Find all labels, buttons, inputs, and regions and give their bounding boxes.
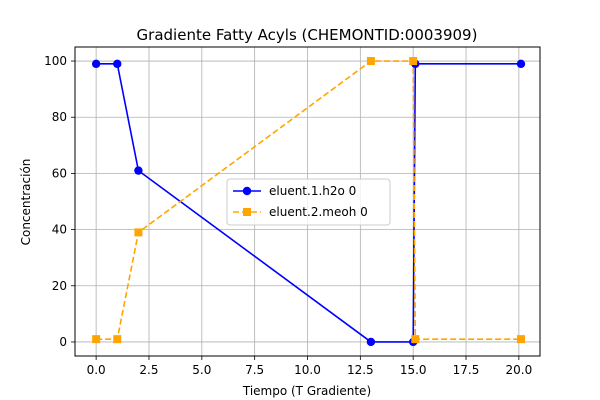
x-axis-label: Tiempo (T Gradiente) (242, 384, 371, 398)
data-point (134, 166, 143, 175)
chart-title: Gradiente Fatty Acyls (CHEMONTID:0003909… (137, 26, 478, 44)
legend-label: eluent.2.meoh 0 (269, 205, 368, 219)
x-tick-label: 10.0 (294, 363, 321, 377)
data-point (516, 335, 525, 344)
data-point (516, 59, 526, 69)
y-axis-label: Concentración (19, 159, 33, 246)
data-point (366, 57, 375, 66)
data-point (134, 228, 143, 237)
legend-box (226, 178, 391, 226)
x-tick-label: 5.0 (192, 363, 211, 377)
x-tick-label: 7.5 (245, 363, 264, 377)
data-point (366, 337, 376, 347)
y-tick-label: 60 (52, 166, 67, 180)
data-point (91, 59, 101, 69)
legend-marker (243, 208, 251, 216)
x-tick-label: 0.0 (87, 363, 106, 377)
series-2 (92, 57, 525, 344)
axis-ticks: 0.0 2.5 5.0 7.5 10.0 12.5 15.0 17.5 20.0 0 20 40 60 8… (44, 54, 532, 377)
x-tick-label: 17.5 (453, 363, 480, 377)
data-point (113, 59, 122, 69)
y-tick-label: 0 (59, 335, 67, 349)
data-point (92, 335, 101, 344)
plot-series (91, 57, 526, 347)
y-tick-label: 20 (52, 279, 67, 293)
plot-frame (74, 46, 541, 357)
legend-label: eluent.1.h2o 0 (269, 184, 356, 198)
x-tick-label: 15.0 (400, 363, 427, 377)
data-point (113, 335, 122, 344)
x-tick-label: 20.0 (506, 363, 533, 377)
data-point (409, 57, 418, 66)
x-tick-label: 12.5 (347, 363, 374, 377)
legend: eluent.1.h2o 0 eluent.2.meoh 0 (226, 178, 391, 226)
y-tick-label: 80 (52, 110, 67, 124)
legend-item: eluent.2.meoh 0 (233, 205, 368, 219)
x-tick-label: 2.5 (139, 363, 158, 377)
data-point (411, 335, 420, 344)
legend-item: eluent.1.h2o 0 (233, 184, 356, 198)
legend-marker (242, 186, 252, 196)
y-tick-label: 100 (44, 54, 67, 68)
y-tick-label: 40 (52, 223, 67, 237)
